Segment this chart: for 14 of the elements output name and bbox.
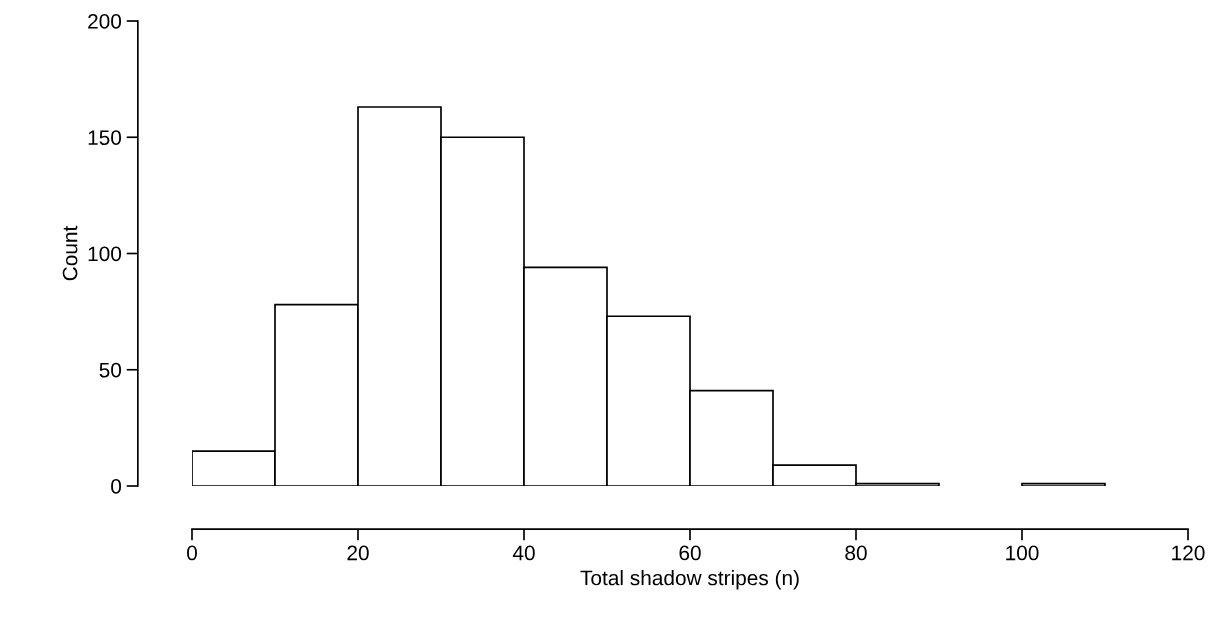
x-tick-label: 40 — [512, 545, 535, 561]
x-tick-label: 20 — [347, 545, 369, 561]
y-tick-label: 150 — [88, 130, 122, 145]
y-tick-label: 200 — [88, 14, 122, 29]
x-tick-label: 0 — [187, 545, 197, 561]
x-tick-label: 120 — [1172, 545, 1205, 561]
x-tick-label: 100 — [1006, 545, 1039, 561]
x-tick-label: 60 — [679, 545, 701, 561]
y-tick-label: 50 — [99, 362, 122, 378]
y-tick-label: 0 — [111, 479, 122, 494]
x-tick-label: 80 — [845, 545, 867, 561]
x-axis-title: Total shadow stripes (n) — [580, 570, 799, 590]
y-axis-title: Count — [62, 225, 78, 281]
y-tick-label: 100 — [88, 246, 122, 262]
